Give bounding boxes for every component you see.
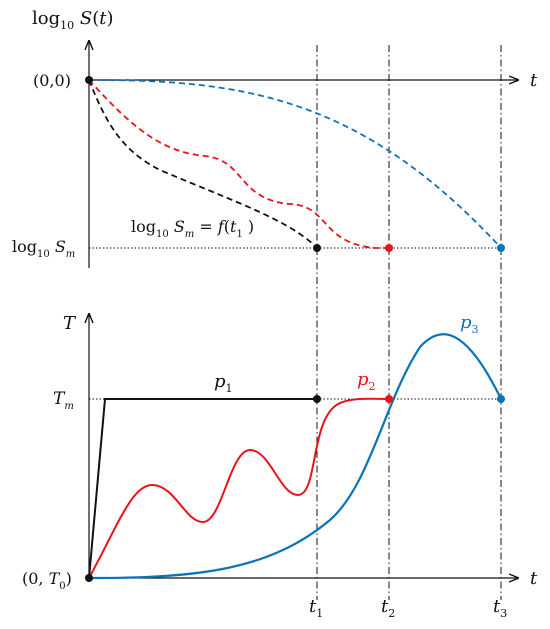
top-origin-point bbox=[85, 76, 93, 84]
top-red-endpoint bbox=[385, 244, 393, 252]
bottom-origin-label: (0, T0) bbox=[22, 569, 72, 592]
top-blue-curve bbox=[88, 79, 502, 249]
t3-label: t3 bbox=[493, 596, 507, 620]
tm-level-label: Tm bbox=[53, 389, 74, 412]
bottom-x-axis-label: t bbox=[530, 568, 538, 589]
bottom-origin-point bbox=[85, 574, 93, 582]
t1-label: t1 bbox=[309, 596, 323, 620]
top-blue-endpoint bbox=[497, 244, 505, 252]
top-red-curve bbox=[88, 79, 389, 249]
time-tick-labels: t1 t2 t3 bbox=[309, 596, 507, 620]
bottom-y-axis-label: T bbox=[63, 313, 77, 334]
curve-p1 bbox=[88, 398, 317, 579]
p1-label: p1 bbox=[214, 371, 233, 395]
p2-label: p2 bbox=[357, 369, 376, 393]
top-panel: log10 S(t) t (0,0) log10 Sm log10 Sm = f… bbox=[12, 8, 538, 268]
top-level-label: log10 Sm bbox=[12, 237, 75, 260]
top-origin-label: (0,0) bbox=[33, 71, 71, 90]
p3-endpoint bbox=[497, 395, 505, 403]
curve-p3 bbox=[88, 333, 502, 580]
t2-label: t2 bbox=[381, 596, 395, 620]
curve-p2 bbox=[88, 397, 390, 579]
top-x-axis-label: t bbox=[530, 70, 538, 91]
bottom-panel: T t (0, T0) Tm p1 p2 p3 bbox=[22, 312, 538, 592]
p3-label: p3 bbox=[460, 312, 479, 336]
time-guide-lines bbox=[316, 45, 502, 600]
p2-endpoint bbox=[385, 395, 393, 403]
top-y-axis-label: log10 S(t) bbox=[32, 8, 113, 32]
top-annotation: log10 Sm = f(t1 ) bbox=[131, 217, 254, 240]
top-black-endpoint bbox=[313, 244, 321, 252]
p1-endpoint bbox=[313, 395, 321, 403]
top-black-curve bbox=[88, 79, 318, 249]
